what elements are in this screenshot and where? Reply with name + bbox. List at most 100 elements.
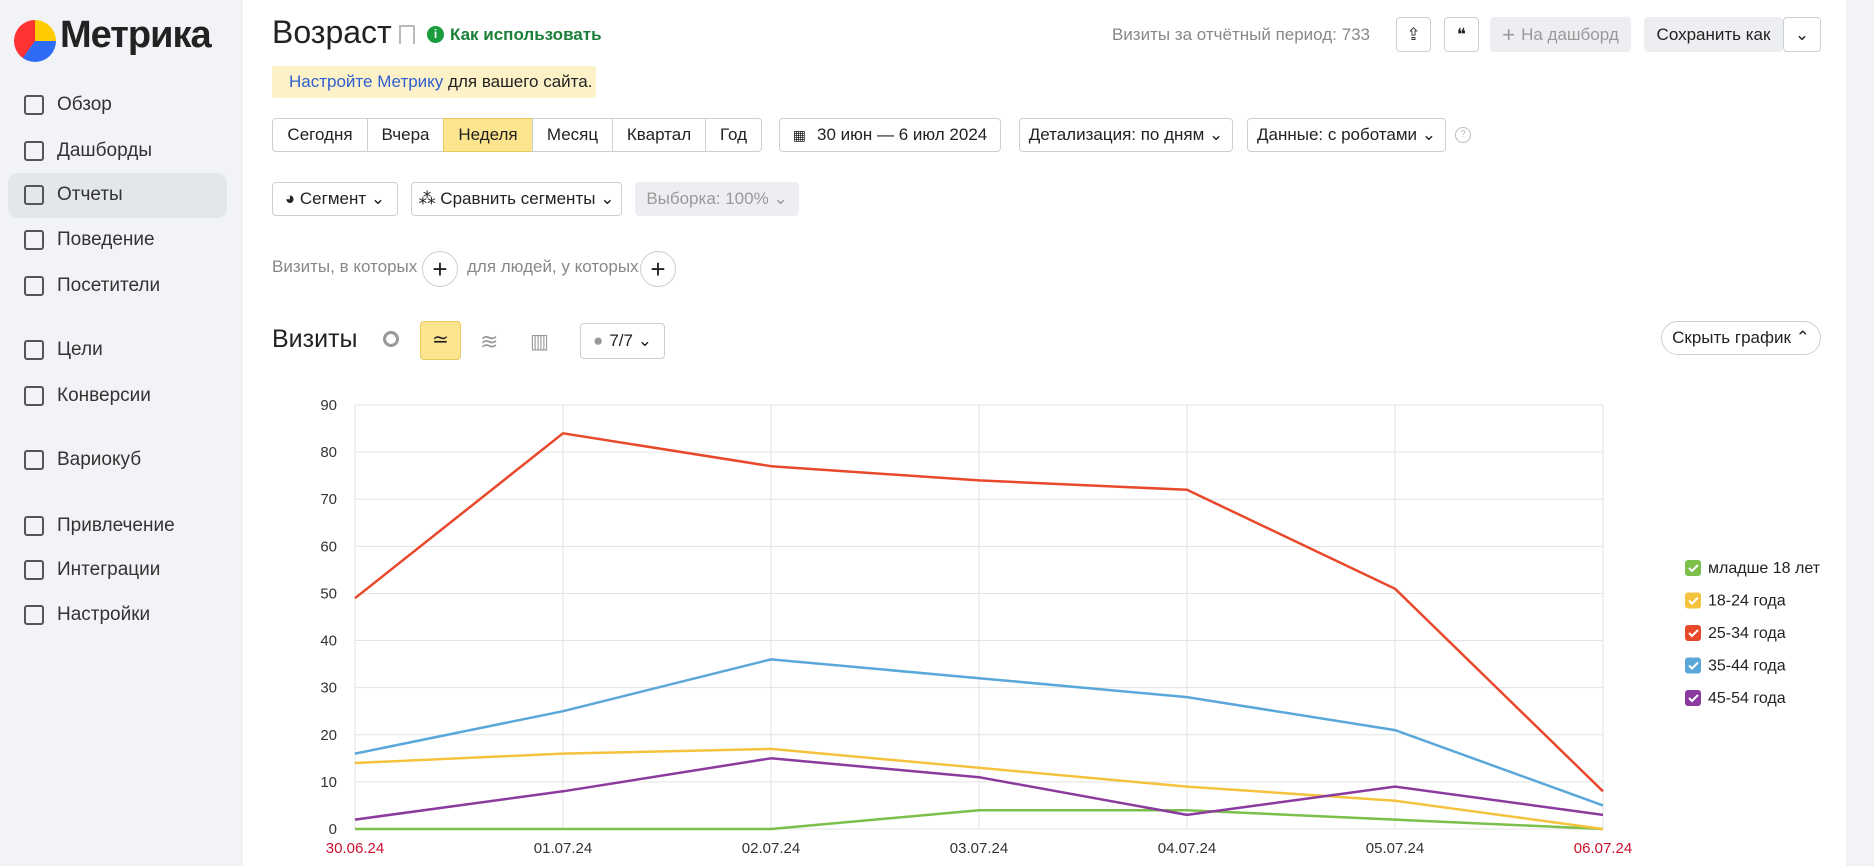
menu-item[interactable]: Поведение bbox=[57, 229, 155, 250]
legend-check bbox=[1688, 694, 1699, 703]
segment-button[interactable]: ◕ Сегмент ⌄ bbox=[272, 182, 398, 216]
menu-item[interactable]: Настройки bbox=[57, 604, 151, 625]
period-button[interactable]: Квартал bbox=[612, 118, 706, 152]
menu-item[interactable]: Интеграции bbox=[57, 559, 161, 580]
help-icon[interactable]: i bbox=[427, 26, 444, 43]
legend-label[interactable]: младше 18 лет bbox=[1708, 560, 1821, 577]
x-tick-label: 01.07.24 bbox=[534, 840, 592, 857]
dashboard-button[interactable]: + На дашборд bbox=[1490, 17, 1631, 52]
legend-label[interactable]: 18-24 года bbox=[1708, 593, 1786, 610]
period-button[interactable]: Сегодня bbox=[272, 118, 368, 152]
menu-icon bbox=[24, 95, 44, 115]
save-dropdown[interactable]: ⌄ bbox=[1783, 17, 1821, 52]
menu-icon bbox=[24, 605, 44, 625]
pie-view-icon[interactable] bbox=[383, 331, 399, 347]
menu-item[interactable]: Вариокуб bbox=[57, 449, 142, 470]
legend-label[interactable]: 45-54 года bbox=[1708, 690, 1786, 707]
menu-icon bbox=[24, 230, 44, 250]
legend-label[interactable]: 25-34 года bbox=[1708, 625, 1786, 642]
add-people-filter[interactable]: + bbox=[640, 251, 676, 287]
menu-item[interactable]: Конверсии bbox=[57, 385, 151, 406]
menu-icon bbox=[24, 516, 44, 536]
legend-label[interactable]: 35-44 года bbox=[1708, 658, 1786, 675]
y-tick-label: 30 bbox=[320, 680, 337, 697]
series-line bbox=[354, 757, 1604, 821]
legend-check bbox=[1688, 564, 1699, 573]
x-tick-label: 04.07.24 bbox=[1158, 840, 1216, 857]
period-button[interactable]: Вчера bbox=[367, 118, 444, 152]
sample-label: Выборка: 100% bbox=[646, 189, 769, 208]
chart-title: Визиты bbox=[272, 325, 358, 353]
menu-icon bbox=[24, 560, 44, 580]
notice-link[interactable]: Настройте Метрику bbox=[289, 72, 444, 91]
y-tick-label: 20 bbox=[320, 727, 337, 744]
period-button[interactable]: Год bbox=[705, 118, 762, 152]
y-tick-label: 80 bbox=[320, 444, 337, 461]
info-icon[interactable]: ? bbox=[1455, 127, 1471, 143]
legend-check bbox=[1688, 661, 1699, 670]
x-tick-label: 05.07.24 bbox=[1366, 840, 1424, 857]
series-count: 7/7 bbox=[609, 331, 633, 350]
period-button[interactable]: Месяц bbox=[532, 118, 613, 152]
y-tick-label: 50 bbox=[320, 585, 337, 602]
page-title: Возраст bbox=[272, 14, 392, 50]
series-count-button[interactable]: ● 7/7 ⌄ bbox=[580, 323, 665, 359]
period-button[interactable]: Неделя bbox=[443, 118, 533, 152]
menu-item[interactable]: Отчеты bbox=[57, 184, 123, 205]
y-tick-label: 90 bbox=[320, 397, 337, 414]
menu-icon bbox=[24, 450, 44, 470]
series-line bbox=[354, 747, 1604, 831]
series-line bbox=[355, 808, 1604, 831]
save-button[interactable]: Сохранить как bbox=[1644, 17, 1783, 52]
logo-icon[interactable] bbox=[14, 20, 56, 62]
data-mode-button[interactable]: Данные: с роботами ⌄ bbox=[1247, 118, 1446, 152]
legend-checkbox[interactable] bbox=[1685, 560, 1701, 576]
menu-item[interactable]: Посетители bbox=[57, 275, 161, 296]
x-tick-label: 03.07.24 bbox=[950, 840, 1008, 857]
compare-label: Сравнить сегменты bbox=[440, 189, 596, 208]
sample-button[interactable]: Выборка: 100% ⌄ bbox=[635, 182, 799, 216]
add-visit-filter[interactable]: + bbox=[422, 251, 458, 287]
active-item-bg bbox=[8, 173, 227, 218]
date-range: 30 июн — 6 июл 2024 bbox=[817, 125, 988, 144]
menu-icon bbox=[24, 340, 44, 360]
menu-item[interactable]: Дашборды bbox=[57, 140, 152, 161]
logo[interactable]: Метрика bbox=[60, 14, 212, 56]
menu-icon bbox=[24, 276, 44, 296]
x-tick-label: 02.07.24 bbox=[742, 840, 800, 857]
y-tick-label: 0 bbox=[329, 821, 337, 838]
menu-icon bbox=[24, 185, 44, 205]
menu-item[interactable]: Цели bbox=[57, 339, 103, 360]
bar-view-icon[interactable]: ▥ bbox=[530, 331, 549, 353]
filter-visits-label: Визиты, в которых bbox=[272, 257, 418, 276]
compare-button[interactable]: ⁂ Сравнить сегменты ⌄ bbox=[411, 182, 622, 216]
help-link[interactable]: Как использовать bbox=[450, 25, 602, 44]
detail-button[interactable]: Детализация: по дням ⌄ bbox=[1019, 118, 1233, 152]
y-tick-label: 60 bbox=[320, 538, 337, 555]
hide-chart-label: Скрыть график bbox=[1672, 328, 1791, 347]
legend-check bbox=[1688, 629, 1699, 638]
legend-checkbox[interactable] bbox=[1685, 657, 1701, 674]
chat-button[interactable]: ❝ bbox=[1444, 17, 1479, 52]
menu-item[interactable]: Обзор bbox=[57, 94, 112, 115]
hide-chart-button[interactable]: Скрыть график ⌃ bbox=[1661, 321, 1821, 355]
legend-checkbox[interactable] bbox=[1685, 690, 1701, 706]
line-view-button[interactable]: ≃ bbox=[420, 321, 461, 360]
segment-label: Сегмент bbox=[299, 189, 367, 208]
bookmark-icon[interactable] bbox=[399, 25, 415, 44]
detail-label: Детализация: по дням bbox=[1028, 125, 1205, 144]
share-button[interactable]: ⇪ bbox=[1396, 17, 1431, 52]
legend-checkbox[interactable] bbox=[1685, 625, 1701, 641]
date-range-button[interactable]: ▦ 30 июн — 6 июл 2024 bbox=[779, 118, 1001, 152]
series-line bbox=[354, 658, 1604, 807]
notice: Настройте Метрику для вашего сайта. bbox=[272, 66, 596, 98]
legend-checkbox[interactable] bbox=[1685, 592, 1701, 609]
dashboard-label: На дашборд bbox=[1521, 24, 1619, 44]
area-view-icon[interactable]: ≋ bbox=[480, 329, 499, 354]
y-tick-label: 70 bbox=[320, 491, 337, 508]
visits-total: Визиты за отчётный период: 733 bbox=[1111, 25, 1370, 44]
series-line bbox=[354, 432, 1604, 793]
menu-item[interactable]: Привлечение bbox=[57, 515, 175, 536]
x-tick-label: 30.06.24 bbox=[326, 840, 384, 857]
